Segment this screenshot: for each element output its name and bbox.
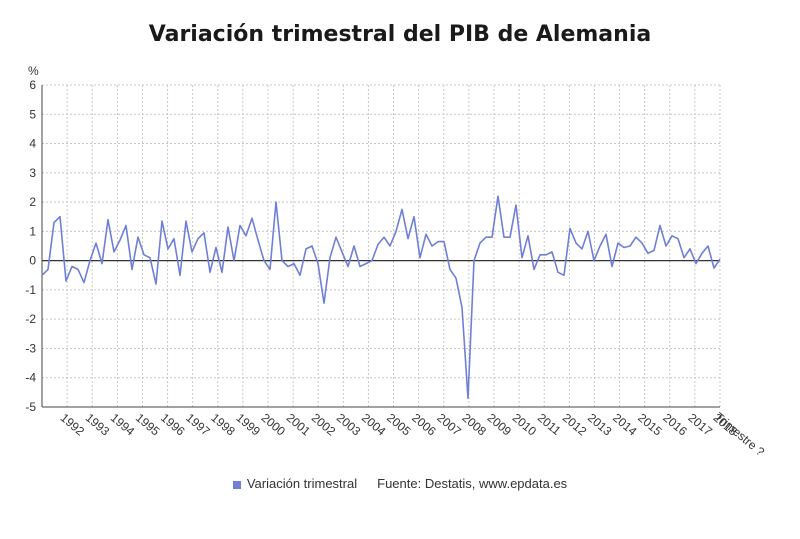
x-tick-label: 2017 <box>685 411 715 439</box>
x-tick-label: 2012 <box>560 411 590 439</box>
x-tick-label: 1992 <box>58 411 88 439</box>
axes <box>41 85 720 408</box>
x-tick-label: 2010 <box>510 411 540 439</box>
x-tick-label: 1999 <box>233 411 263 439</box>
series-group <box>41 195 721 400</box>
y-axis-label: % <box>28 64 39 78</box>
chart-title: Variación trimestral del PIB de Alemania <box>148 22 652 47</box>
x-tick-label: 2000 <box>259 411 289 439</box>
x-tick-label: 1995 <box>133 411 163 439</box>
x-tick-label: 2005 <box>384 411 414 439</box>
x-tick-label: 2009 <box>485 411 515 439</box>
x-tick-label: 2008 <box>459 411 489 439</box>
x-tick-label: 2016 <box>660 411 690 439</box>
y-tick-label: -4 <box>25 371 36 385</box>
x-tick-label: 2001 <box>284 411 314 439</box>
x-tick-label: 2003 <box>334 411 364 439</box>
x-tick-label: 1993 <box>83 411 113 439</box>
x-axis-label: Trimestre ? <box>712 410 767 460</box>
x-tick-label: 1998 <box>208 411 238 439</box>
y-tick-label: 6 <box>29 78 36 92</box>
y-tick-label: -2 <box>25 312 36 326</box>
x-tick-label: 2015 <box>635 411 665 439</box>
y-tick-label: -1 <box>25 283 36 297</box>
x-tick-label: 1996 <box>158 411 188 439</box>
legend-swatch <box>232 480 241 489</box>
y-tick-label: 5 <box>29 107 36 121</box>
x-tick-label: 2002 <box>309 411 339 439</box>
y-tick-label: 2 <box>29 195 36 209</box>
x-tick-label: 2011 <box>535 411 564 439</box>
x-tick-label: 2004 <box>359 411 389 439</box>
y-tick-label: 1 <box>29 224 36 238</box>
x-tick-label: 2006 <box>409 411 439 439</box>
y-tick-labels: 6 5 4 3 2 1 0 -1 -2 -3 -4 -5 <box>25 78 36 414</box>
x-tick-labels: 1992199319941995199619971998199920002001… <box>58 411 741 439</box>
x-tick-label: 2013 <box>585 411 615 439</box>
x-tick-label: 2007 <box>434 411 464 439</box>
series-line-variacion-trimestral <box>41 195 721 400</box>
y-tick-label: 3 <box>29 166 36 180</box>
x-tick-label: 1994 <box>108 411 138 439</box>
y-tick-label: -3 <box>25 341 36 355</box>
source-note: Fuente: Destatis, www.epdata.es <box>377 476 568 491</box>
y-tick-label: 4 <box>29 137 36 151</box>
legend: Variación trimestral Fuente: Destatis, ww… <box>0 476 800 491</box>
x-tick-label: 1997 <box>183 411 213 439</box>
grid-lines <box>41 84 721 408</box>
legend-series-label: Variación trimestral <box>246 476 358 491</box>
y-tick-label: 0 <box>29 254 36 268</box>
y-tick-label: -5 <box>25 400 36 414</box>
x-tick-label: 2014 <box>610 411 640 439</box>
